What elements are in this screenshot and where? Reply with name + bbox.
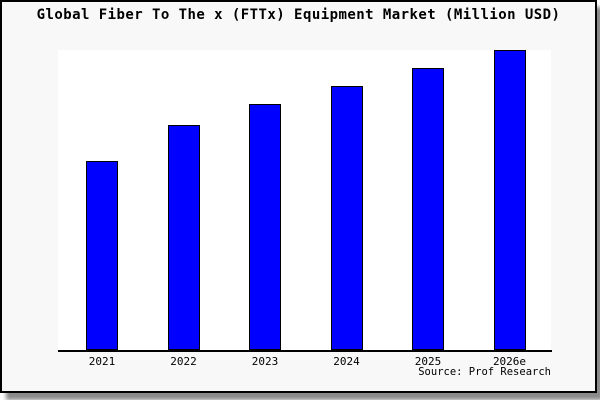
x-tick-label-2025: 2025 (414, 355, 442, 368)
bar-2025 (412, 68, 444, 350)
x-tick-label-2023: 2023 (251, 355, 279, 368)
bar-2022 (167, 125, 200, 350)
bar-2026e (493, 50, 526, 350)
chart-title: Global Fiber To The x (FTTx) Equipment M… (36, 7, 561, 23)
x-tick-label-2021: 2021 (88, 355, 116, 368)
bar-2023 (249, 104, 281, 350)
x-tick-label-2026e: 2026e (492, 355, 527, 368)
x-tick-label-2024: 2024 (333, 355, 360, 368)
x-axis-labels: 2021 2022 2023 2024 2025 2026e (2, 355, 595, 369)
x-axis-line (58, 350, 552, 352)
chart-frame: Global Fiber To The x (FTTx) Equipment M… (0, 0, 597, 393)
source-credit: Source: Prof Research (418, 366, 551, 378)
bar-2021 (86, 161, 118, 350)
plot-area (58, 50, 551, 350)
x-tick-label-2022: 2022 (170, 355, 197, 368)
bar-2024 (330, 86, 363, 350)
